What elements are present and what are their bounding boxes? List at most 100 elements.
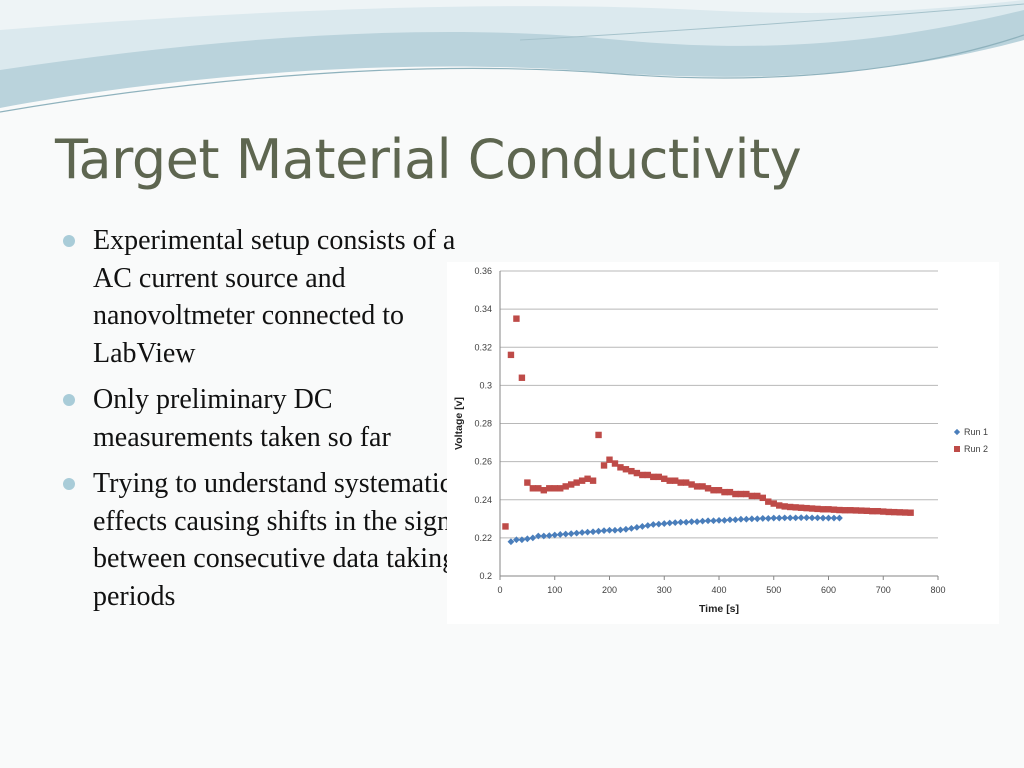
run2-point (672, 477, 679, 484)
run1-point (660, 520, 668, 527)
run2-point (666, 477, 673, 484)
x-tick-label: 700 (876, 585, 891, 595)
run1-point (638, 523, 646, 530)
run2-point (825, 506, 832, 513)
run1-point (781, 514, 789, 522)
run2-point (814, 505, 821, 513)
run1-point (523, 535, 531, 543)
run2-point (584, 475, 591, 482)
run2-point (732, 490, 739, 498)
run1-point (617, 526, 624, 534)
run2-point (611, 460, 619, 467)
run2-point (743, 490, 750, 498)
run1-point (573, 529, 581, 537)
legend-label: Run 1 (964, 427, 988, 437)
bullet-dot-icon (63, 478, 75, 490)
x-tick-label: 400 (711, 585, 726, 595)
run2-point (535, 485, 542, 492)
run2-point (836, 506, 843, 514)
x-axis-title: Time [s] (699, 603, 739, 615)
y-tick-label: 0.28 (474, 419, 492, 429)
run2-point (776, 502, 783, 509)
run2-point (808, 505, 816, 512)
slide-title: Target Material Conductivity (55, 128, 802, 191)
run1-point (726, 516, 734, 524)
x-tick-label: 600 (821, 585, 836, 595)
run2-point (546, 485, 553, 492)
run2-point (765, 498, 772, 505)
run2-point (781, 503, 788, 510)
run2-point (617, 464, 624, 471)
x-tick-label: 200 (602, 585, 617, 595)
run1-point (622, 525, 630, 533)
run2-point (896, 509, 903, 516)
run2-point (606, 456, 613, 463)
run2-point (677, 479, 684, 486)
run1-point (589, 528, 597, 536)
voltage-vs-time-chart: 0.2 0.22 0.24 0.26 0.28 0.3 0.32 0.34 0.36 0 100 20… (447, 262, 999, 624)
run2-point (562, 483, 569, 490)
bullet-item-systematic-effects: Trying to understand systematic effects … (60, 465, 480, 615)
run2-point (507, 351, 515, 359)
run2-point (633, 469, 641, 477)
y-tick-label: 0.22 (474, 533, 492, 543)
chart-canvas: 0.2 0.22 0.24 0.26 0.28 0.3 0.32 0.34 0.36 0 100 20… (453, 266, 988, 615)
run2-point (907, 509, 914, 516)
bullet-dot-icon (63, 394, 75, 406)
run2-point (754, 492, 761, 500)
run1-point (600, 527, 608, 535)
y-tick-label: 0.26 (474, 457, 492, 467)
run2-point (622, 466, 630, 473)
bullet-text: Experimental setup consists of a AC curr… (93, 225, 456, 369)
legend-label: Run 2 (964, 444, 988, 454)
run2-point (841, 507, 849, 514)
run1-point (753, 515, 761, 523)
run1-point (710, 517, 717, 525)
run2-point (847, 507, 854, 514)
x-tick-label: 500 (766, 585, 781, 595)
run2-point (650, 473, 657, 481)
run1-point (578, 529, 586, 536)
run2-point (529, 485, 537, 492)
run1-point (655, 520, 663, 528)
run2-point (557, 485, 564, 492)
run1-point (721, 516, 728, 524)
run2-point (819, 506, 827, 513)
run2-point (513, 315, 520, 322)
x-tick-label: 300 (657, 585, 672, 595)
run2-point (589, 477, 597, 484)
run1-point (742, 515, 750, 523)
run2-point (600, 462, 608, 469)
run1-point (699, 517, 706, 525)
x-tick-label: 800 (930, 585, 945, 595)
run1-point (562, 530, 570, 538)
run2-point (699, 483, 706, 490)
bullet-item-dc-measurements: Only preliminary DC measurements taken s… (60, 381, 480, 456)
run2-point (644, 471, 652, 479)
run2-point (578, 477, 586, 484)
run2-point (792, 504, 799, 511)
run2-point (661, 475, 668, 482)
run2-point (880, 508, 887, 515)
bullet-text: Trying to understand systematic effects … (93, 468, 472, 612)
run2-point (901, 509, 909, 516)
y-tick-label: 0.36 (474, 266, 492, 276)
legend-marker-run1 (953, 428, 961, 436)
run1-point (529, 534, 537, 542)
bullet-dot-icon (63, 235, 75, 247)
run2-point (852, 507, 860, 514)
run1-point (808, 514, 816, 522)
run2-point (567, 481, 575, 488)
run1-point (693, 518, 701, 526)
run2-point (869, 507, 876, 515)
x-tick-label: 0 (497, 585, 502, 595)
run2-point (863, 507, 871, 515)
run1-point (732, 516, 739, 524)
bullet-item-setup: Experimental setup consists of a AC curr… (60, 222, 480, 372)
run2-point (682, 479, 690, 486)
run2-point (770, 500, 777, 507)
run2-point (518, 374, 526, 381)
bullet-list: Experimental setup consists of a AC curr… (60, 222, 480, 624)
run1-point (764, 515, 772, 522)
run1-point (671, 519, 679, 527)
